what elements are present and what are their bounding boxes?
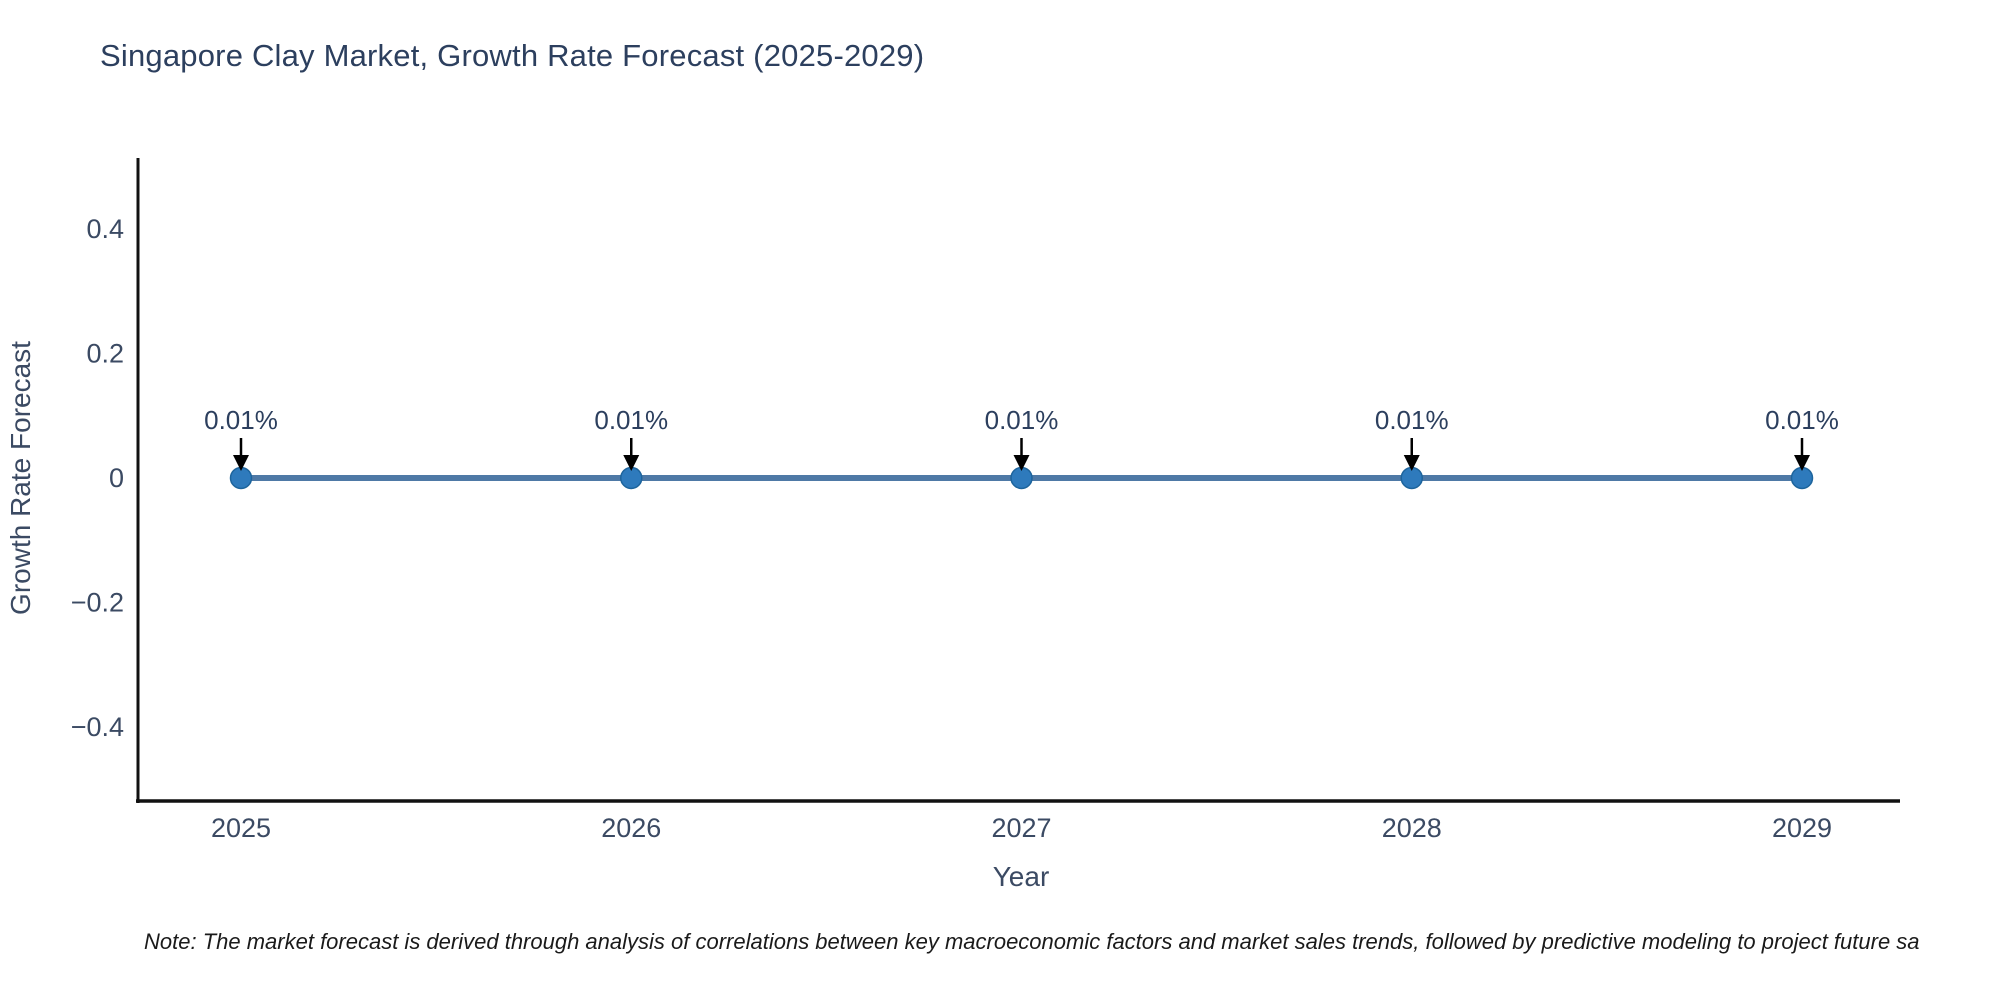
x-tick-label: 2026 xyxy=(601,813,661,843)
point-annotation: 0.01% xyxy=(204,405,278,471)
axes xyxy=(136,158,1900,803)
x-tick-label: 2025 xyxy=(211,813,271,843)
point-annotation-label: 0.01% xyxy=(594,405,668,435)
y-axis-tick-labels: 0.4 0.2 0 −0.2 −0.4 xyxy=(71,214,124,742)
y-tick-label: −0.2 xyxy=(71,588,124,618)
point-annotation-label: 0.01% xyxy=(1765,405,1839,435)
annotation-arrowhead-icon xyxy=(1794,455,1810,471)
y-tick-label: 0.2 xyxy=(86,338,124,368)
point-annotation-label: 0.01% xyxy=(1375,405,1449,435)
series-line-and-markers xyxy=(229,466,1814,490)
y-tick-label: 0 xyxy=(109,463,124,493)
x-tick-label: 2028 xyxy=(1382,813,1442,843)
footnote: Note: The market forecast is derived thr… xyxy=(144,929,1920,954)
y-axis-title: Growth Rate Forecast xyxy=(5,341,36,615)
x-axis-tick-labels: 2025 2026 2027 2028 2029 xyxy=(211,813,1832,843)
x-tick-label: 2027 xyxy=(991,813,1051,843)
point-annotation: 0.01% xyxy=(1375,405,1449,471)
annotation-arrowhead-icon xyxy=(1403,455,1420,471)
chart-title: Singapore Clay Market, Growth Rate Forec… xyxy=(100,38,925,73)
y-tick-label: −0.4 xyxy=(71,712,124,742)
point-annotation-label: 0.01% xyxy=(985,405,1059,435)
annotation-arrowhead-icon xyxy=(1013,455,1030,471)
y-tick-label: 0.4 xyxy=(86,214,124,244)
point-annotation-label: 0.01% xyxy=(204,405,278,435)
annotation-arrowhead-icon xyxy=(623,455,640,471)
x-tick-label: 2029 xyxy=(1772,813,1832,843)
x-axis-title: Year xyxy=(993,861,1050,892)
point-annotations: 0.01% 0.01% 0.01% 0.01% 0.01% xyxy=(204,405,1839,471)
point-annotation: 0.01% xyxy=(985,405,1059,471)
annotation-arrowhead-icon xyxy=(233,455,249,471)
point-annotation: 0.01% xyxy=(594,405,668,471)
point-annotation: 0.01% xyxy=(1765,405,1839,471)
